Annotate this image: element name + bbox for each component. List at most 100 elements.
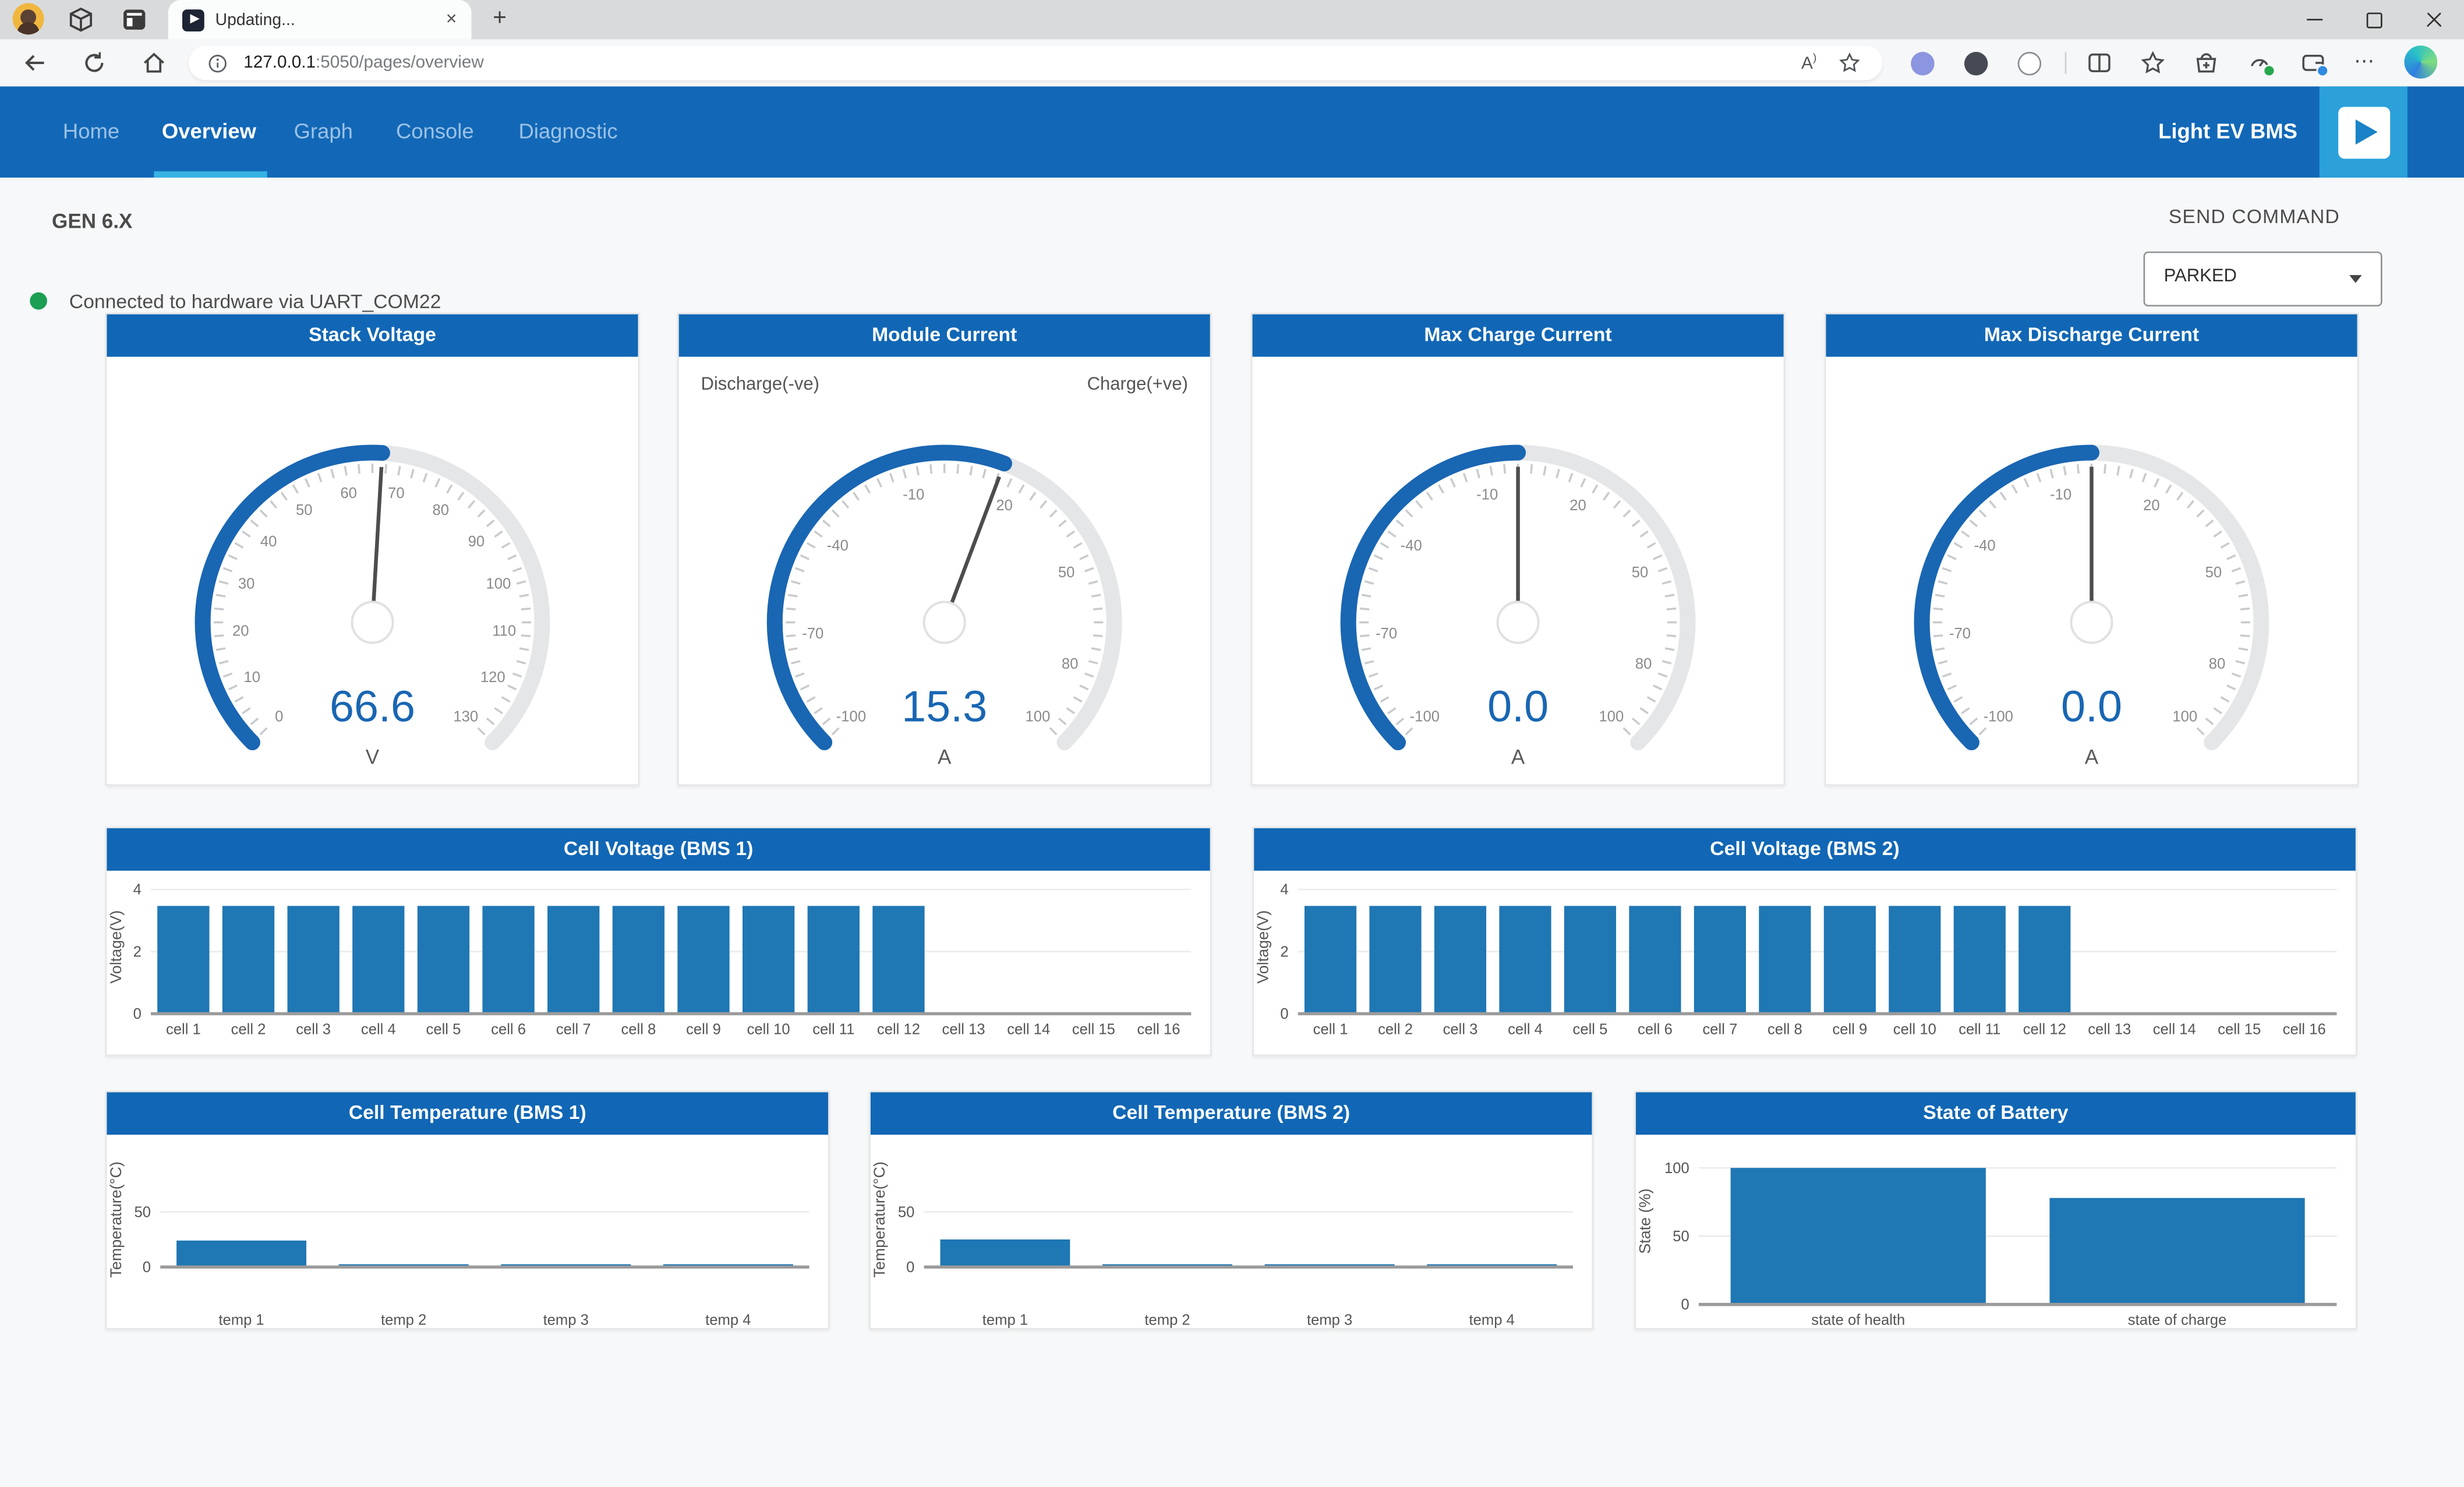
run-button[interactable] — [2319, 86, 2408, 178]
card-title: Cell Temperature (BMS 1) — [107, 1092, 829, 1135]
site-info-icon[interactable] — [207, 52, 228, 73]
tab-actions-icon[interactable] — [121, 6, 148, 33]
bar — [1499, 906, 1551, 1014]
svg-text:-100: -100 — [1984, 708, 2013, 725]
split-screen-icon[interactable] — [2087, 50, 2112, 75]
browser-toolbar: 127.0.0.1:5050/pages/overview A) — [0, 39, 2464, 89]
nav-item-graph[interactable]: Graph — [294, 119, 353, 143]
svg-text:cell 4: cell 4 — [1508, 1022, 1543, 1038]
url-text[interactable]: 127.0.0.1:5050/pages/overview — [243, 54, 1801, 72]
gauge-max-discharge-current: -100 -70 -40 -10 20 50 80 100 0.0 A — [1826, 357, 2357, 787]
extension-icon-2[interactable] — [1964, 52, 1988, 76]
svg-text:-70: -70 — [1949, 626, 1971, 642]
address-bar[interactable]: 127.0.0.1:5050/pages/overview A) — [188, 45, 1883, 80]
wallet-icon[interactable] — [2300, 50, 2329, 77]
svg-text:cell 14: cell 14 — [2153, 1022, 2196, 1038]
bar — [1369, 906, 1422, 1014]
svg-text:-70: -70 — [1376, 626, 1397, 642]
bar — [872, 906, 925, 1014]
svg-text:cell 1: cell 1 — [166, 1022, 201, 1038]
extension-icon-1[interactable] — [1911, 52, 1935, 76]
svg-text:State (%): State (%) — [1636, 1188, 1653, 1253]
svg-text:cell 13: cell 13 — [2088, 1022, 2131, 1038]
connection-status-text: Connected to hardware via UART_COM22 — [69, 291, 441, 313]
favorites-icon[interactable] — [2140, 50, 2165, 75]
browser-tab[interactable]: Updating... ✕ — [168, 0, 472, 40]
bar — [1304, 906, 1357, 1014]
browser-essentials-icon[interactable] — [2247, 50, 2276, 77]
svg-text:90: 90 — [468, 534, 485, 550]
svg-text:80: 80 — [433, 502, 450, 518]
bar-chart-cell-temperature-bms2: 0 50 temp 1 temp 2 temp 3 temp 4 Temperature(°… — [871, 1135, 1592, 1331]
svg-text:110: 110 — [492, 623, 516, 640]
svg-text:cell 11: cell 11 — [812, 1022, 854, 1038]
app-navbar: Home Overview Graph Console Diagnostic L… — [0, 86, 2464, 178]
svg-text:cell 16: cell 16 — [2283, 1022, 2326, 1038]
url-host: 127.0.0.1 — [243, 53, 316, 73]
svg-text:-100: -100 — [836, 708, 866, 725]
bar — [482, 906, 535, 1014]
svg-text:60: 60 — [340, 485, 357, 501]
svg-text:70: 70 — [388, 485, 405, 501]
extension-icon-3[interactable] — [2017, 52, 2042, 76]
svg-text:50: 50 — [296, 502, 313, 518]
svg-text:cell 8: cell 8 — [621, 1022, 656, 1038]
tab-close-icon[interactable]: ✕ — [445, 10, 458, 27]
nav-item-diagnostic[interactable]: Diagnostic — [518, 119, 618, 143]
svg-text:130: 130 — [453, 708, 478, 725]
tab-title: Updating... — [215, 10, 295, 29]
nav-item-overview[interactable]: Overview — [161, 119, 256, 143]
card-title: Max Discharge Current — [1826, 314, 2357, 357]
gauge-value: 66.6 — [330, 683, 415, 732]
workspaces-icon[interactable] — [68, 6, 94, 33]
read-aloud-icon[interactable]: A) — [1801, 52, 1817, 73]
svg-text:cell 1: cell 1 — [1313, 1022, 1348, 1038]
bar — [1730, 1168, 1986, 1305]
profile-avatar[interactable] — [12, 3, 44, 35]
svg-text:cell 3: cell 3 — [1443, 1022, 1478, 1038]
svg-text:temp 4: temp 4 — [705, 1312, 751, 1329]
svg-text:cell 6: cell 6 — [1638, 1022, 1673, 1038]
card-cell-voltage-bms2: Cell Voltage (BMS 2) 0 2 4 cell 1 cell 2 cell… — [1252, 826, 2357, 1058]
collections-icon[interactable] — [2194, 50, 2219, 75]
svg-text:-100: -100 — [1410, 708, 1440, 725]
svg-text:0: 0 — [143, 1259, 151, 1276]
svg-text:Voltage(V): Voltage(V) — [1254, 910, 1272, 984]
bar — [612, 906, 665, 1014]
svg-text:20: 20 — [1569, 497, 1586, 514]
settings-more-icon[interactable]: ⋯ — [2354, 48, 2376, 73]
command-dropdown[interactable]: PARKED — [2143, 251, 2382, 307]
svg-text:20: 20 — [232, 623, 249, 640]
svg-text:100: 100 — [1026, 708, 1051, 725]
favorite-star-icon[interactable] — [1839, 52, 1861, 74]
generation-title: GEN 6.X — [52, 209, 133, 233]
home-icon[interactable] — [142, 50, 167, 75]
gauge-value: 0.0 — [1487, 683, 1549, 732]
essentials-badge — [2263, 64, 2276, 77]
gauge-unit: A — [2085, 746, 2099, 768]
svg-text:cell 6: cell 6 — [491, 1022, 526, 1038]
card-title: Stack Voltage — [107, 314, 638, 357]
card-title: Module Current — [678, 314, 1210, 357]
svg-text:Temperature(°C): Temperature(°C) — [107, 1161, 125, 1278]
bar — [940, 1239, 1070, 1267]
gauge-value: 0.0 — [2061, 683, 2122, 732]
refresh-icon[interactable] — [82, 50, 107, 75]
bar-chart-cell-voltage-bms2: 0 2 4 cell 1 cell 2 cell 3 cell 4 cell 5 cell 6 c… — [1254, 871, 2356, 1058]
new-tab-button[interactable]: + — [493, 5, 507, 31]
bar — [1953, 906, 2006, 1014]
svg-text:-10: -10 — [2050, 487, 2071, 503]
svg-text:120: 120 — [480, 669, 505, 686]
copilot-icon[interactable] — [2404, 45, 2438, 79]
svg-text:cell 10: cell 10 — [747, 1022, 790, 1038]
card-max-discharge-current: Max Discharge Current -100 -70 -40 -10 20 50 8… — [1824, 312, 2359, 787]
window-maximize-button[interactable] — [2345, 0, 2405, 39]
window-minimize-button[interactable] — [2285, 0, 2345, 39]
svg-text:cell 7: cell 7 — [1703, 1022, 1738, 1038]
back-icon[interactable] — [22, 50, 47, 75]
nav-item-home[interactable]: Home — [62, 119, 120, 143]
nav-item-console[interactable]: Console — [395, 119, 474, 143]
bar — [1434, 906, 1487, 1014]
window-close-button[interactable] — [2404, 0, 2464, 39]
svg-text:20: 20 — [996, 497, 1013, 514]
